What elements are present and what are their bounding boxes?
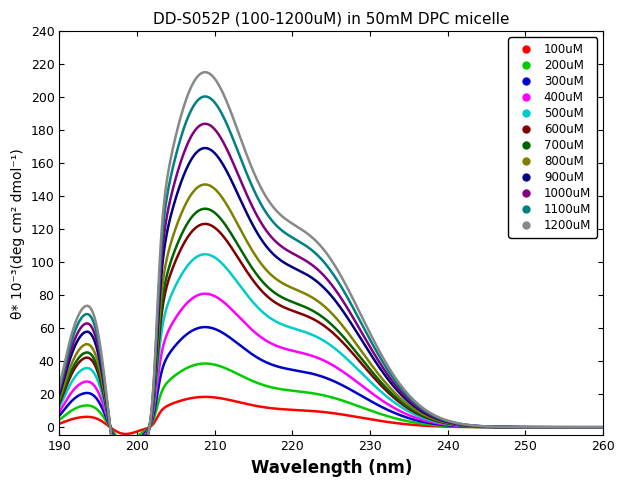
Title: DD-S052P (100-1200uM) in 50mM DPC micelle: DD-S052P (100-1200uM) in 50mM DPC micell…	[153, 11, 510, 26]
X-axis label: Wavelength (nm): Wavelength (nm)	[250, 459, 412, 477]
Legend: 100uM, 200uM, 300uM, 400uM, 500uM, 600uM, 700uM, 800uM, 900uM, 1000uM, 1100uM, 1: 100uM, 200uM, 300uM, 400uM, 500uM, 600uM…	[508, 38, 597, 238]
Y-axis label: θ* 10⁻³(deg cm² dmol⁻¹): θ* 10⁻³(deg cm² dmol⁻¹)	[11, 148, 25, 319]
